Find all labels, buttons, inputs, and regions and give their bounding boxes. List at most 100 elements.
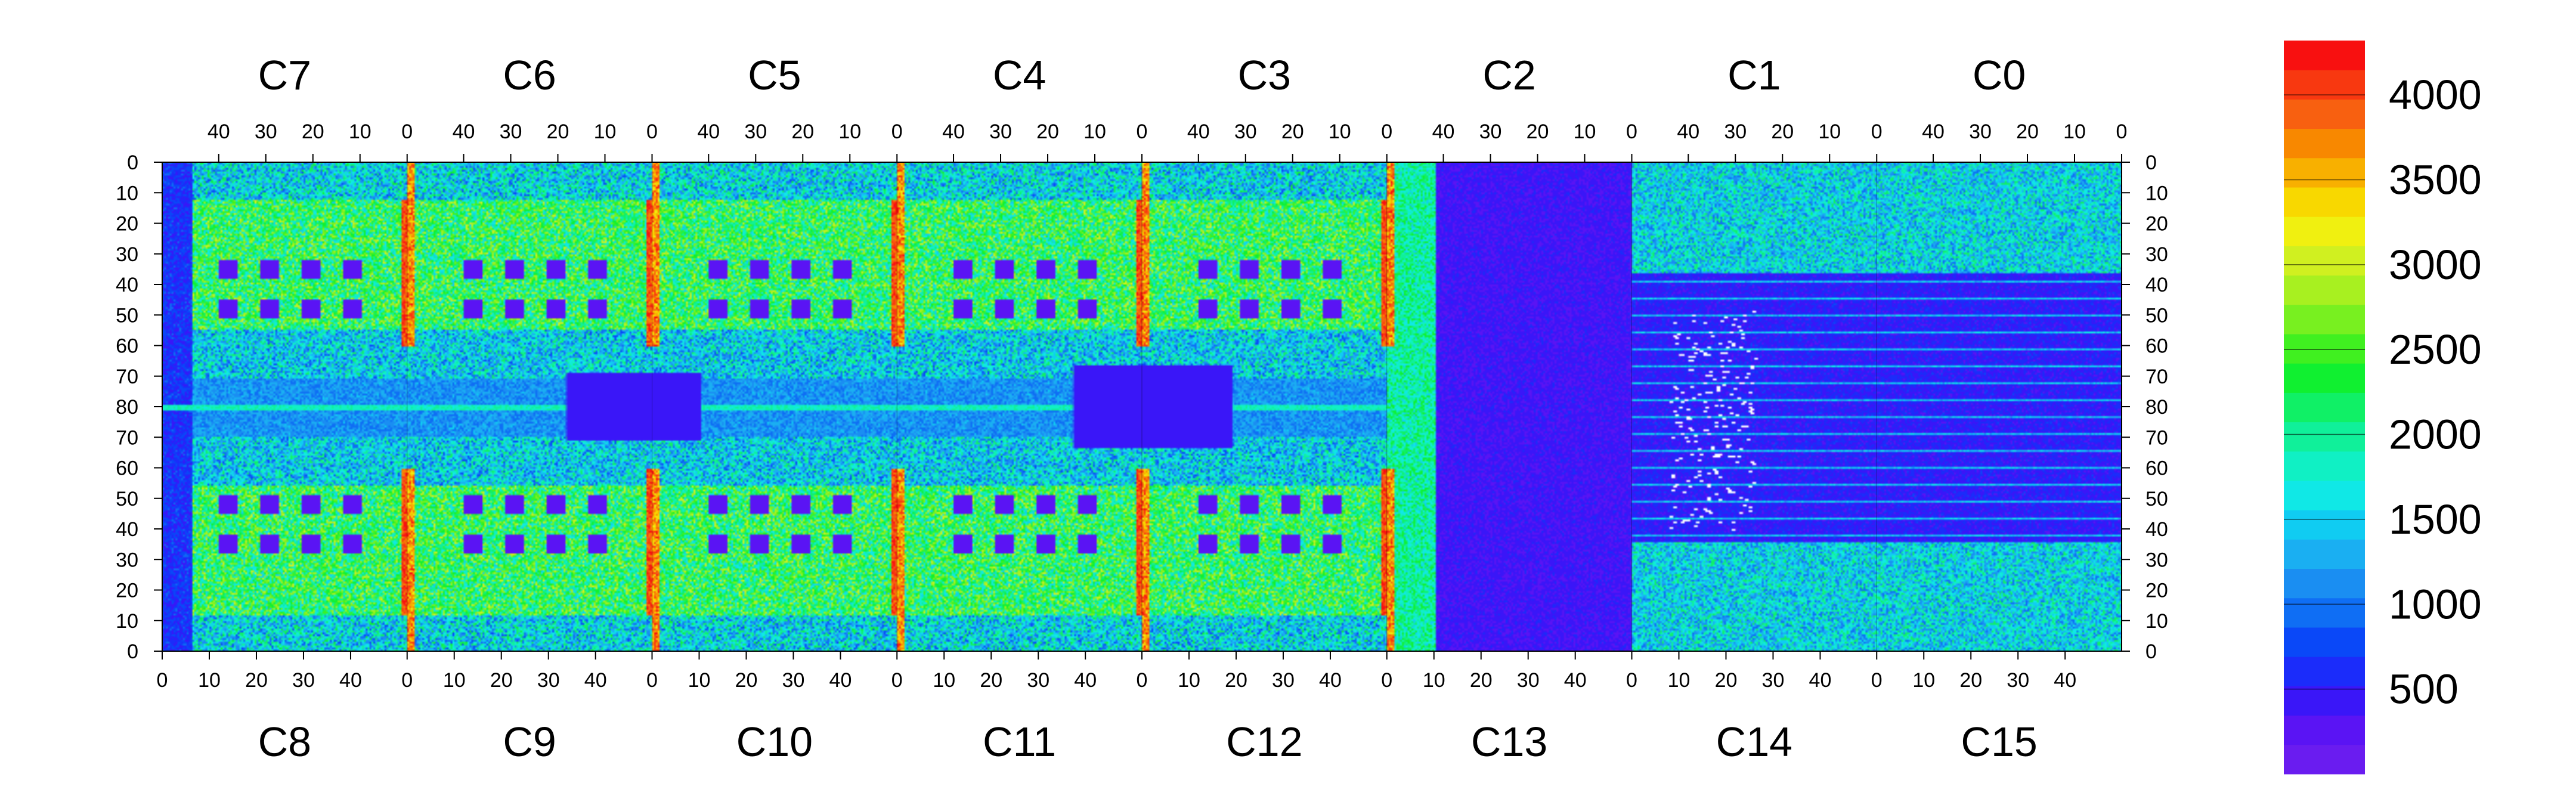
bottom-tick-label: 20: [1959, 669, 1982, 692]
bottom-chip-label: C8: [258, 719, 311, 765]
y-left-tick-label: 40: [116, 274, 138, 296]
top-tick-label: 30: [1724, 120, 1747, 143]
top-tick-label: 30: [744, 120, 767, 143]
colorbar-segment: [2284, 41, 2365, 70]
top-tick-label: 30: [255, 120, 277, 143]
y-right-tick-label: 60: [2145, 457, 2168, 480]
colorbar-segment: [2284, 422, 2365, 452]
top-tick-label: 0: [2116, 120, 2128, 143]
top-tick-label: 20: [302, 120, 324, 143]
bottom-tick-label: 10: [1912, 669, 1935, 692]
colorbar-segment: [2284, 597, 2365, 628]
top-tick-label: 20: [547, 120, 569, 143]
y-left-tick-label: 70: [116, 426, 138, 449]
bottom-tick-label: 10: [933, 669, 955, 692]
bottom-tick-label: 40: [1564, 669, 1587, 692]
bottom-tick-label: 0: [1871, 669, 1883, 692]
bottom-tick-label: 30: [1517, 669, 1540, 692]
top-chip-label: C5: [748, 52, 801, 98]
top-tick-label: 30: [500, 120, 522, 143]
bottom-tick-label: 10: [688, 669, 711, 692]
y-left-tick-label: 0: [127, 151, 138, 174]
top-chip-labels: C7 C6 C5 C4 C3 C2 C1 C0: [258, 52, 2026, 98]
colorbar-segment: [2284, 334, 2365, 364]
colorbar-segment: [2284, 744, 2365, 775]
y-left-tick-label: 60: [116, 335, 138, 358]
top-tick-label: 10: [1329, 120, 1351, 143]
bottom-chip-label: C10: [736, 719, 813, 765]
colorbar-segment: [2284, 568, 2365, 599]
top-tick-label: 10: [2063, 120, 2086, 143]
y-left-tick-label: 20: [116, 580, 138, 602]
bottom-chip-label: C15: [1961, 719, 2037, 765]
top-tick-label: 10: [1818, 120, 1841, 143]
y-left-tick-label: 60: [116, 457, 138, 480]
colorbar-tick-label: 1000: [2389, 581, 2482, 627]
y-left-tick-label: 30: [116, 549, 138, 571]
top-chip-label: C7: [258, 52, 311, 98]
top-tick-label: 40: [1922, 120, 1945, 143]
top-tick-label: 40: [1432, 120, 1455, 143]
bottom-tick-label: 30: [537, 669, 560, 692]
bottom-chip-label: C13: [1471, 719, 1547, 765]
bottom-tick-label: 10: [1178, 669, 1200, 692]
bottom-tick-label: 0: [1626, 669, 1637, 692]
bottom-tick-label: 30: [1762, 669, 1785, 692]
colorbar-tick-label: 2000: [2389, 411, 2482, 458]
top-tick-label: 20: [1281, 120, 1304, 143]
colorbar-tick-label: 3000: [2389, 242, 2482, 288]
top-tick-label: 40: [453, 120, 475, 143]
top-tick-label: 0: [891, 120, 903, 143]
colorbar-segment: [2284, 481, 2365, 510]
bottom-chip-label: C11: [983, 719, 1056, 765]
top-tick-label: 30: [989, 120, 1012, 143]
y-left-tick-label: 10: [116, 182, 138, 205]
bottom-tick-label: 20: [245, 669, 268, 692]
bottom-chip-labels: C8 C9 C10 C11 C12 C13 C14 C15: [258, 719, 2038, 765]
bottom-chip-label: C12: [1226, 719, 1302, 765]
y-left-tick-label: 50: [116, 488, 138, 510]
top-tick-label: 10: [1083, 120, 1106, 143]
bottom-chip-label: C14: [1716, 719, 1792, 765]
bottom-tick-label: 30: [782, 669, 805, 692]
y-right-tick-label: 40: [2145, 274, 2168, 296]
top-tick-label: 20: [1771, 120, 1794, 143]
top-chip-label: C1: [1727, 52, 1781, 98]
top-tick-label: 0: [1381, 120, 1392, 143]
bottom-tick-label: 40: [2054, 669, 2076, 692]
y-right-tick-label: 70: [2145, 366, 2168, 388]
bottom-tick-label: 0: [891, 669, 903, 692]
y-left-tick-label: 80: [116, 396, 138, 419]
colorbar-segment: [2284, 510, 2365, 540]
colorbar-segment: [2284, 363, 2365, 393]
top-tick-label: 0: [401, 120, 413, 143]
y-right-tick-label: 40: [2145, 518, 2168, 541]
bottom-tick-label: 0: [1137, 669, 1148, 692]
bottom-tick-label: 20: [735, 669, 758, 692]
y-right-tick-label: 50: [2145, 304, 2168, 327]
top-tick-label: 0: [1626, 120, 1637, 143]
top-tick-label: 40: [208, 120, 230, 143]
colorbar-segment: [2284, 304, 2365, 335]
y-axis-right: 0 10 20 30 40 50 60 70 80 70 60 50 40 30 20 10 0: [2122, 151, 2168, 663]
plot-frame: [162, 162, 2122, 652]
bottom-tick-label: 40: [584, 669, 607, 692]
y-right-tick-label: 30: [2145, 243, 2168, 266]
top-tick-label: 0: [646, 120, 658, 143]
colorbar-segment: [2284, 216, 2365, 246]
y-right-tick-label: 80: [2145, 396, 2168, 419]
colorbar-segment: [2284, 392, 2365, 423]
colorbar-segment: [2284, 246, 2365, 276]
y-right-tick-label: 60: [2145, 335, 2168, 358]
bottom-x-ticks: 0 10 20 30 40 0 10 20 30 40 0 10 20 30 40 0 10 20 30 40 0 10 2…: [157, 651, 2076, 692]
top-chip-label: C3: [1238, 52, 1291, 98]
y-right-tick-label: 0: [2145, 151, 2157, 174]
bottom-tick-label: 20: [980, 669, 1002, 692]
colorbar: 500 1000 1500 2000 2500 3000 3500 4000: [2284, 41, 2482, 775]
y-left-tick-label: 70: [116, 366, 138, 388]
top-tick-label: 30: [1234, 120, 1257, 143]
top-tick-label: 20: [791, 120, 814, 143]
top-chip-label: C0: [1973, 52, 2026, 98]
bottom-tick-label: 10: [443, 669, 466, 692]
